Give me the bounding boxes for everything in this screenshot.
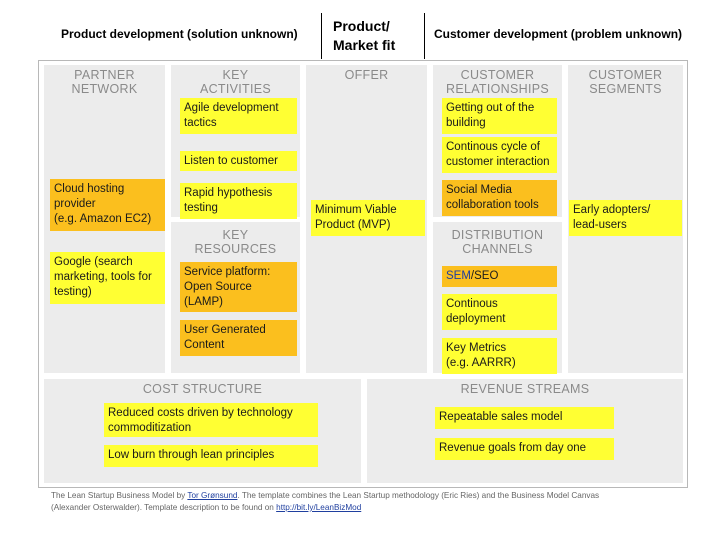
note-reduced-costs: Reduced costs driven by technology commod… xyxy=(104,403,318,437)
header-divider-left xyxy=(321,13,322,59)
note-ugc: User Generated Content xyxy=(180,320,297,356)
heading-offer: OFFER xyxy=(344,68,389,82)
author-link[interactable]: Tor Grønsund xyxy=(187,491,238,500)
header-center-line1: Product/ xyxy=(333,18,390,34)
heading-customer-segments: CUSTOMER SEGMENTS xyxy=(588,68,663,96)
note-agile: Agile development tactics xyxy=(180,98,297,134)
note-low-burn: Low burn through lean principles xyxy=(104,445,318,467)
note-sem-seo: SEM/SEO xyxy=(442,266,557,287)
footer: The Lean Startup Business Model by Tor G… xyxy=(51,490,721,514)
heading-partner-network: PARTNER NETWORK xyxy=(71,68,138,96)
header-divider-right xyxy=(424,13,425,59)
header-center: Product/ Market fit xyxy=(333,17,395,55)
note-continous-cycle: Continous cycle of customer interaction xyxy=(442,137,557,173)
cell-revenue-streams xyxy=(367,379,683,483)
note-key-metrics: Key Metrics (e.g. AARRR) xyxy=(442,338,557,374)
header-right: Customer development (problem unknown) xyxy=(434,27,683,41)
header-left: Product development (solution unknown) xyxy=(61,27,298,41)
heading-distribution-channels: DISTRIBUTION CHANNELS xyxy=(451,228,544,256)
footer-line2: (Alexander Osterwalder). Template descri… xyxy=(51,503,362,512)
heading-key-resources: KEY RESOURCES xyxy=(194,228,277,256)
heading-cost-structure: COST STRUCTURE xyxy=(142,382,263,396)
note-revenue-goals: Revenue goals from day one xyxy=(435,438,614,460)
heading-customer-relationships: CUSTOMER RELATIONSHIPS xyxy=(446,68,549,96)
note-service-platform: Service platform: Open Source (LAMP) xyxy=(180,262,297,312)
footer-line1: The Lean Startup Business Model by Tor G… xyxy=(51,491,600,500)
note-early-adopters: Early adopters/lead-users xyxy=(569,200,682,236)
template-link[interactable]: http://bit.ly/LeanBizMod xyxy=(276,503,362,512)
note-mvp: Minimum Viable Product (MVP) xyxy=(311,200,425,236)
note-sem-seo-sem: SEM xyxy=(446,270,471,282)
note-sem-seo-seo: /SEO xyxy=(470,270,499,282)
note-rapid: Rapid hypothesis testing xyxy=(180,183,297,219)
note-getting-out: Getting out of the building xyxy=(442,98,557,134)
heading-revenue-streams: REVENUE STREAMS xyxy=(460,382,590,396)
note-listen: Listen to customer xyxy=(180,151,297,171)
note-google: Google (search marketing, tools for testin… xyxy=(50,252,165,304)
heading-key-activities: KEY ACTIVITIES xyxy=(199,68,272,96)
note-cloud-hosting: Cloud hosting provider (e.g. Amazon EC2) xyxy=(50,179,165,231)
header-center-line2: Market fit xyxy=(333,37,396,53)
note-social-media: Social Media collaboration tools xyxy=(442,180,557,216)
note-continous-deploy: Continous deployment xyxy=(442,294,557,330)
note-repeatable: Repeatable sales model xyxy=(435,407,614,429)
